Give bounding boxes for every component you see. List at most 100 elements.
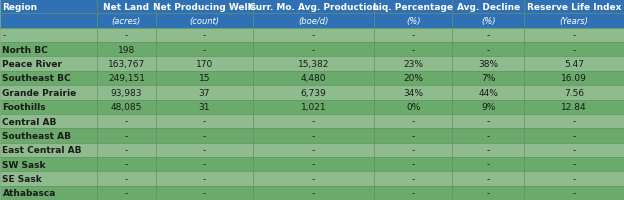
Text: -: - <box>572 174 576 183</box>
Text: (%): (%) <box>481 17 495 26</box>
Bar <box>156 86 253 100</box>
Text: -: - <box>125 31 128 40</box>
Text: 6,739: 6,739 <box>301 88 326 97</box>
Text: 37: 37 <box>198 88 210 97</box>
Text: -: - <box>487 174 490 183</box>
Bar <box>253 43 374 57</box>
Bar <box>97 86 156 100</box>
Bar <box>524 57 624 71</box>
Text: 15,382: 15,382 <box>298 60 329 69</box>
Bar <box>374 29 452 43</box>
Bar <box>156 29 253 43</box>
Text: -: - <box>572 117 576 126</box>
Bar <box>253 171 374 186</box>
Text: Liq. Percentage: Liq. Percentage <box>373 3 454 12</box>
Text: 7%: 7% <box>481 74 495 83</box>
Text: -: - <box>312 174 315 183</box>
Bar <box>156 43 253 57</box>
Bar <box>374 100 452 114</box>
Text: 93,983: 93,983 <box>110 88 142 97</box>
Text: -: - <box>312 160 315 169</box>
Bar <box>253 114 374 129</box>
Text: -: - <box>572 131 576 140</box>
Text: North BC: North BC <box>2 46 48 54</box>
Text: SE Sask: SE Sask <box>2 174 42 183</box>
Text: 163,767: 163,767 <box>108 60 145 69</box>
Text: -: - <box>572 188 576 197</box>
Text: Net Producing Wells: Net Producing Wells <box>153 3 256 12</box>
Bar <box>253 129 374 143</box>
Text: -: - <box>412 174 415 183</box>
Text: Peace River: Peace River <box>2 60 62 69</box>
Text: SW Sask: SW Sask <box>2 160 46 169</box>
Bar <box>97 171 156 186</box>
Bar <box>97 129 156 143</box>
Bar <box>253 29 374 43</box>
Text: 170: 170 <box>196 60 213 69</box>
Text: -: - <box>203 174 206 183</box>
Bar <box>97 14 156 29</box>
Text: 44%: 44% <box>479 88 498 97</box>
Text: -: - <box>2 31 6 40</box>
Bar <box>374 14 452 29</box>
Text: Grande Prairie: Grande Prairie <box>2 88 77 97</box>
Text: -: - <box>312 31 315 40</box>
Text: -: - <box>312 46 315 54</box>
Text: -: - <box>312 117 315 126</box>
Text: 20%: 20% <box>403 74 424 83</box>
Text: -: - <box>572 31 576 40</box>
Text: -: - <box>412 131 415 140</box>
Bar <box>253 71 374 86</box>
Bar <box>0 114 97 129</box>
Bar <box>97 114 156 129</box>
Bar <box>524 157 624 171</box>
Text: 48,085: 48,085 <box>110 103 142 112</box>
Bar <box>0 100 97 114</box>
Text: Athabasca: Athabasca <box>2 188 56 197</box>
Bar <box>452 129 524 143</box>
Bar <box>0 0 97 14</box>
Text: -: - <box>572 160 576 169</box>
Text: -: - <box>312 146 315 154</box>
Bar <box>97 29 156 43</box>
Bar <box>156 143 253 157</box>
Bar <box>452 114 524 129</box>
Bar <box>253 157 374 171</box>
Text: Net Land: Net Land <box>104 3 149 12</box>
Text: (count): (count) <box>189 17 220 26</box>
Text: -: - <box>412 31 415 40</box>
Bar <box>524 29 624 43</box>
Bar <box>524 186 624 200</box>
Text: 9%: 9% <box>481 103 495 112</box>
Bar <box>97 0 156 14</box>
Bar <box>156 71 253 86</box>
Bar <box>0 86 97 100</box>
Text: -: - <box>412 146 415 154</box>
Bar <box>0 71 97 86</box>
Bar <box>452 86 524 100</box>
Bar <box>452 14 524 29</box>
Bar <box>0 14 97 29</box>
Bar <box>0 186 97 200</box>
Text: -: - <box>203 46 206 54</box>
Text: -: - <box>203 188 206 197</box>
Text: Curr. Mo. Avg. Production: Curr. Mo. Avg. Production <box>248 3 379 12</box>
Text: 12.84: 12.84 <box>561 103 587 112</box>
Text: (acres): (acres) <box>112 17 141 26</box>
Text: 34%: 34% <box>403 88 424 97</box>
Text: Avg. Decline: Avg. Decline <box>457 3 520 12</box>
Bar <box>452 29 524 43</box>
Text: -: - <box>125 131 128 140</box>
Text: 38%: 38% <box>478 60 499 69</box>
Text: (boe/d): (boe/d) <box>298 17 329 26</box>
Text: East Central AB: East Central AB <box>2 146 82 154</box>
Bar <box>452 186 524 200</box>
Text: -: - <box>487 131 490 140</box>
Text: -: - <box>125 117 128 126</box>
Bar <box>524 71 624 86</box>
Bar <box>253 0 374 14</box>
Text: -: - <box>312 131 315 140</box>
Bar <box>452 143 524 157</box>
Bar <box>0 43 97 57</box>
Bar <box>156 57 253 71</box>
